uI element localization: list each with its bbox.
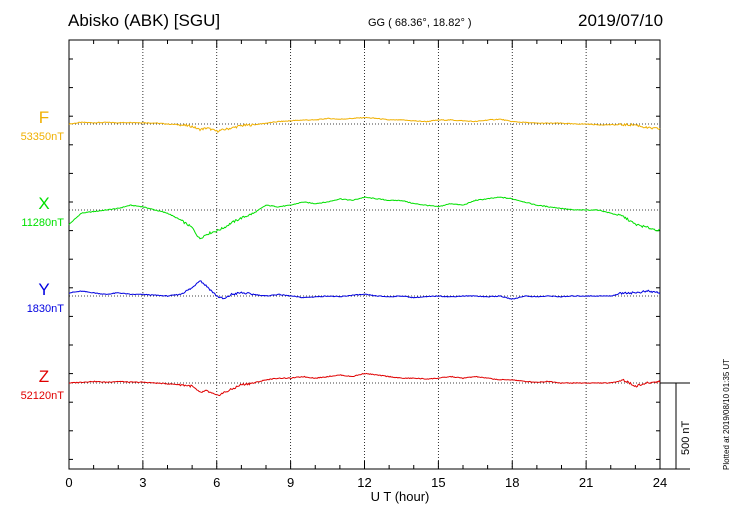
- x-tick-label: 12: [357, 475, 371, 490]
- series-line-f: [68, 116, 661, 133]
- series-line-x: [68, 196, 661, 240]
- series-line-z: [68, 372, 661, 397]
- x-tick-label: 24: [653, 475, 667, 490]
- series-baseline-f: 53350nT: [20, 131, 64, 143]
- chart-date: 2019/07/10: [578, 11, 664, 30]
- series-label-y: Y: [38, 280, 50, 299]
- x-tick-label: 15: [431, 475, 445, 490]
- x-axis-label: U T (hour): [370, 489, 430, 504]
- series-label-f: F: [38, 108, 50, 127]
- geographic-coordinates: GG ( 68.36°, 18.82° ): [368, 17, 472, 29]
- series-baseline-y: 1830nT: [26, 303, 64, 315]
- x-tick-label: 21: [579, 475, 593, 490]
- series-baseline-z: 52120nT: [20, 390, 64, 402]
- x-tick-label: 0: [65, 475, 72, 490]
- x-tick-label: 9: [287, 475, 294, 490]
- x-tick-label: 6: [213, 475, 220, 490]
- plot-frame: [68, 39, 661, 470]
- series-label-x: X: [38, 194, 50, 213]
- x-tick-label: 3: [139, 475, 146, 490]
- series-label-z: Z: [38, 367, 50, 386]
- x-tick-label: 18: [505, 475, 519, 490]
- series-line-y: [68, 280, 661, 300]
- plotted-timestamp: Plotted at 2019/08/10 01:35 UT: [722, 358, 730, 470]
- scale-bar-label: 500 nT: [680, 420, 692, 455]
- station-title: Abisko (ABK) [SGU]: [68, 11, 221, 30]
- series-baseline-x: 11280nT: [21, 217, 64, 229]
